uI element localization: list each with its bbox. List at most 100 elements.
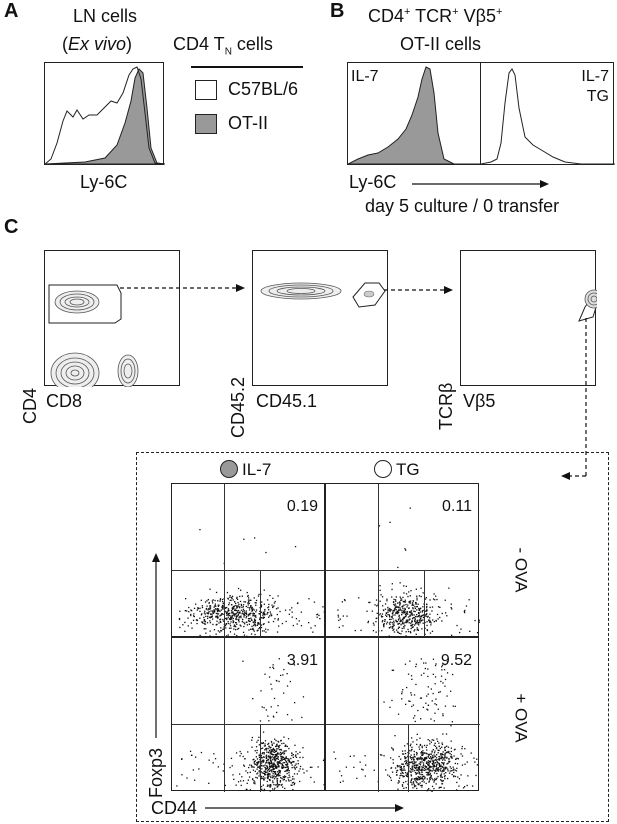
cell-dot: [440, 766, 442, 768]
cell-dot: [391, 583, 393, 585]
cell-dot: [404, 756, 406, 758]
cell-dot: [474, 761, 476, 763]
cell-dot: [399, 767, 401, 769]
cell-dot: [405, 774, 407, 776]
cell-dot: [277, 619, 279, 621]
cell-dot: [310, 627, 312, 629]
cell-dot: [269, 775, 271, 777]
cell-dot: [476, 632, 479, 634]
cell-dot: [399, 607, 401, 609]
cell-dot: [384, 608, 387, 610]
cell-dot: [342, 780, 344, 782]
cell-dot: [353, 766, 355, 768]
cell-dot: [243, 765, 246, 767]
cell-dot: [434, 755, 437, 757]
cell-dot: [272, 788, 274, 790]
cell-dot: [292, 788, 294, 791]
cell-dot: [272, 747, 275, 750]
cell-dot: [416, 743, 418, 746]
cell-dot: [478, 621, 480, 623]
cell-dot: [264, 766, 266, 769]
cell-dot: [206, 622, 209, 624]
cell-dot: [186, 610, 188, 612]
cell-dot: [414, 769, 416, 772]
cell-dot: [239, 624, 241, 626]
cell-dot: [253, 758, 255, 760]
cell-dot: [316, 613, 319, 615]
cell-dot: [267, 775, 269, 777]
cell-dot: [294, 782, 296, 784]
cell-dot: [204, 621, 207, 623]
cell-dot: [254, 750, 256, 752]
cell-dot: [263, 612, 266, 614]
cell-dot: [387, 774, 389, 776]
cell-dot: [229, 766, 231, 769]
cell-dot: [431, 630, 434, 632]
cell-dot: [275, 750, 278, 752]
cell-dot: [442, 733, 444, 735]
cell-dot: [392, 669, 395, 671]
cell-dot: [267, 767, 269, 769]
cell-dot: [434, 712, 436, 714]
cell-dot: [436, 598, 438, 601]
cell-dot: [385, 623, 388, 625]
cell-dot: [242, 755, 244, 758]
cell-dot: [232, 605, 235, 608]
cell-dot: [215, 615, 217, 617]
cell-dot: [249, 607, 251, 609]
cell-dot: [216, 610, 218, 612]
cell-dot: [295, 751, 297, 753]
cell-dot: [273, 778, 276, 780]
cell-dot: [406, 610, 408, 613]
cell-dot: [240, 780, 242, 782]
cell-dot: [426, 624, 428, 627]
cell-dot: [262, 731, 265, 733]
cell-dot: [400, 772, 402, 775]
cell-dot: [246, 635, 248, 637]
cell-dot: [400, 633, 402, 635]
cell-dot: [277, 752, 279, 754]
cell-dot: [444, 756, 446, 759]
cell-dot: [260, 765, 263, 767]
cell-dot: [386, 600, 388, 602]
cell-dot: [254, 633, 256, 636]
cell-dot: [276, 783, 279, 785]
cell-dot: [391, 616, 393, 618]
cell-dot: [429, 773, 431, 776]
cell-dot: [394, 608, 396, 610]
cell-dot: [193, 615, 195, 618]
cell-dot: [258, 613, 260, 615]
cell-dot: [261, 630, 264, 632]
cell-dot: [225, 635, 228, 637]
cell-dot: [375, 621, 377, 623]
cell-dot: [200, 599, 202, 601]
cd44-axis-label: CD44: [151, 798, 198, 818]
cell-dot: [222, 618, 224, 621]
cell-dot: [432, 692, 434, 695]
cell-dot: [420, 620, 422, 622]
cell-dot: [451, 773, 453, 776]
cell-dot: [212, 599, 214, 601]
cell-dot: [276, 766, 278, 769]
cell-dot: [299, 768, 301, 770]
cell-dot: [265, 749, 268, 751]
cell-dot: [204, 601, 207, 603]
cell-dot: [360, 629, 362, 631]
cell-dot: [426, 629, 428, 631]
cell-dot: [425, 769, 427, 771]
cell-dot: [235, 629, 237, 631]
cell-dot: [238, 617, 240, 619]
cell-dot: [431, 777, 433, 780]
cell-dot: [302, 696, 305, 698]
cell-dot: [414, 764, 416, 766]
cell-dot: [361, 768, 363, 770]
cell-dot: [392, 623, 394, 625]
cell-dot: [416, 767, 418, 769]
cell-dot: [430, 718, 432, 720]
tg-histogram-line: [481, 68, 615, 165]
cell-dot: [246, 621, 248, 623]
cell-dot: [217, 766, 219, 768]
cell-dot: [473, 757, 475, 759]
cell-dot: [469, 630, 471, 632]
cell-dot: [431, 790, 433, 792]
